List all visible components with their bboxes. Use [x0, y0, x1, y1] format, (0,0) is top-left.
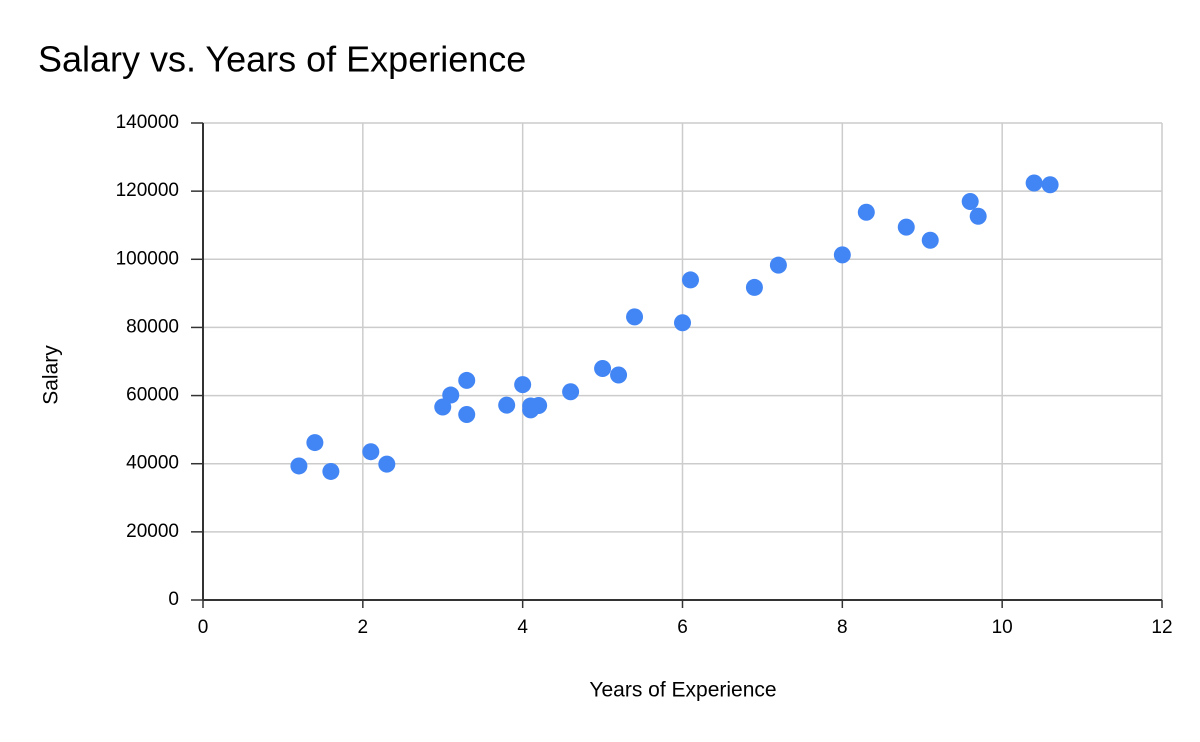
x-tick-label: 8: [837, 617, 848, 638]
x-tick-label: 2: [358, 617, 369, 638]
y-axis-title: Salary: [40, 345, 63, 405]
data-point: [458, 405, 476, 423]
x-tick-label: 12: [1151, 617, 1172, 638]
x-axis-title: Years of Experience: [589, 679, 776, 702]
data-point: [458, 371, 476, 389]
data-point: [290, 457, 308, 475]
data-point: [769, 256, 787, 274]
data-point: [833, 246, 851, 264]
data-point: [745, 278, 763, 296]
data-point: [362, 443, 380, 461]
x-tick-label: 10: [992, 617, 1013, 638]
x-tick-label: 4: [517, 617, 528, 638]
data-point: [562, 383, 580, 401]
data-point: [530, 397, 548, 415]
data-point: [674, 314, 691, 332]
data-point: [1041, 176, 1059, 194]
y-tick-label: 40000: [126, 453, 179, 474]
data-point: [610, 366, 628, 384]
y-tick-label: 100000: [116, 248, 179, 269]
data-point: [498, 396, 516, 414]
chart-title: Salary vs. Years of Experience: [38, 39, 526, 80]
data-point: [594, 360, 612, 378]
data-point: [857, 203, 875, 221]
data-point: [434, 398, 452, 416]
data-point: [969, 207, 987, 225]
y-tick-label: 80000: [126, 316, 179, 337]
data-point: [897, 218, 915, 236]
data-point: [514, 376, 532, 394]
data-point: [626, 308, 644, 326]
x-tick-label: 6: [677, 617, 688, 638]
y-tick-label: 20000: [126, 521, 179, 542]
y-tick-label: 0: [168, 589, 179, 610]
data-point: [306, 434, 324, 452]
data-point: [961, 192, 979, 210]
data-point: [378, 455, 396, 473]
y-tick-label: 140000: [116, 112, 179, 133]
data-point: [442, 386, 460, 404]
data-point: [681, 271, 699, 289]
data-point: [921, 231, 939, 249]
y-tick-label: 60000: [126, 385, 179, 406]
data-point: [322, 462, 340, 480]
data-point: [1025, 174, 1043, 192]
x-tick-label: 0: [198, 617, 209, 638]
y-tick-label: 120000: [116, 180, 179, 201]
